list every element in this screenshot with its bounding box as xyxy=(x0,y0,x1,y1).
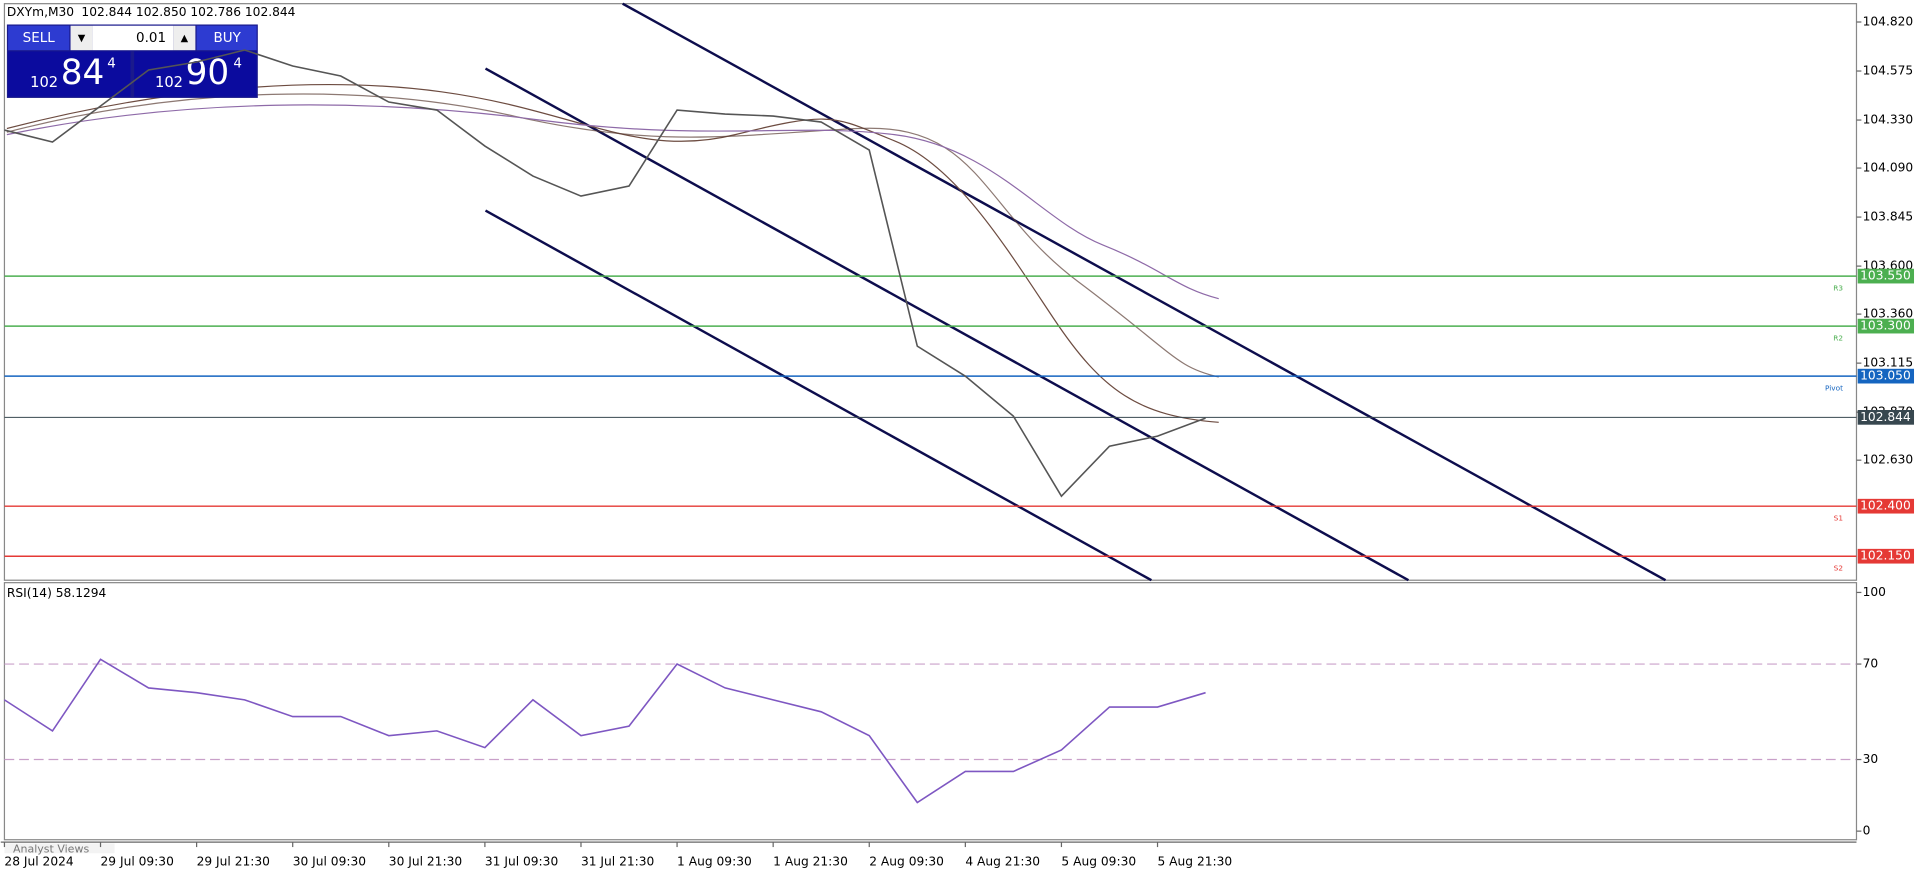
x-tick-label: 2 Aug 09:30 xyxy=(869,854,944,868)
y-tick-label: 103.360 xyxy=(1863,307,1914,321)
level-label: 103.300 xyxy=(1860,319,1911,333)
ohlc: 102.844 102.850 102.786 102.844 xyxy=(81,5,295,19)
channel xyxy=(484,2,1667,582)
y-tick-label: 104.090 xyxy=(1863,161,1914,175)
trade-panel: SELL ▼ 0.01 ▲ BUY 102 84 4 102 90 4 xyxy=(6,24,258,98)
x-tick-label: 30 Jul 09:30 xyxy=(293,854,366,868)
rsi-frame xyxy=(3,582,1858,841)
x-tick-label: 31 Jul 21:30 xyxy=(581,854,654,868)
rsi-line xyxy=(4,658,1206,804)
ma-fast xyxy=(6,83,1219,423)
bid-big: 102 xyxy=(30,74,58,91)
buy-label: BUY xyxy=(214,31,242,46)
level-name: S1 xyxy=(1834,513,1843,522)
moving-averages xyxy=(6,83,1219,423)
level-tag xyxy=(1857,548,1915,564)
analyst-tab[interactable]: Analyst Views xyxy=(13,843,89,856)
level-label: 103.550 xyxy=(1860,269,1911,283)
bid-main: 84 xyxy=(61,53,105,93)
y-tick-label: 102.630 xyxy=(1863,453,1914,467)
lot-up[interactable] xyxy=(173,25,196,51)
main-frame xyxy=(3,3,1858,581)
channel-line xyxy=(484,67,1410,582)
y-tick-label: 103.115 xyxy=(1863,356,1914,370)
level-tag xyxy=(1857,368,1915,384)
lot-value: 0.01 xyxy=(136,31,166,46)
arrow-icon: ▼ xyxy=(78,33,86,44)
bid-box[interactable] xyxy=(8,51,131,97)
ma-mid xyxy=(6,93,1219,378)
level-tag xyxy=(1857,268,1915,284)
rsi-tick-label: 30 xyxy=(1863,752,1879,766)
level-label: 102.844 xyxy=(1860,410,1911,424)
tab-bar xyxy=(4,843,115,854)
y-tick-label: 104.330 xyxy=(1863,113,1914,127)
bid-small: 4 xyxy=(107,57,116,72)
level-tag xyxy=(1857,318,1915,334)
x-tick-label: 30 Jul 21:30 xyxy=(389,854,462,868)
ask-small: 4 xyxy=(233,57,242,72)
rsi-tick-label: 100 xyxy=(1863,585,1886,599)
level-tag xyxy=(1857,410,1915,425)
rsi-title: RSI(14) 58.1294 xyxy=(7,586,107,600)
sell-button[interactable] xyxy=(8,25,70,51)
x-tick-label: 1 Aug 09:30 xyxy=(677,854,752,868)
x-tick-label: 29 Jul 21:30 xyxy=(197,854,270,868)
lot-down[interactable] xyxy=(70,25,93,51)
sell-label: SELL xyxy=(23,31,56,46)
level-name: Pivot xyxy=(1825,383,1843,392)
y-tick-label: 104.575 xyxy=(1863,64,1914,78)
ask-box[interactable] xyxy=(134,51,257,97)
x-tick-label: 4 Aug 21:30 xyxy=(965,854,1040,868)
y-tick-label: 103.845 xyxy=(1863,210,1914,224)
level-label: 102.150 xyxy=(1860,549,1911,563)
level-name: R2 xyxy=(1833,333,1843,342)
level-name: S2 xyxy=(1834,563,1843,572)
lot-input[interactable] xyxy=(92,25,174,51)
ask-big: 102 xyxy=(155,74,183,91)
rsi-tick-label: 70 xyxy=(1863,657,1879,671)
symbol-header: DXYm,M30 102.844 102.850 102.786 102.844 xyxy=(7,5,296,19)
symbol: DXYm,M30 xyxy=(7,5,74,19)
rsi-tick-label: 0 xyxy=(1863,824,1871,838)
buy-button[interactable] xyxy=(196,25,257,51)
arrow-icon: ▲ xyxy=(181,33,189,44)
level-name: R3 xyxy=(1833,283,1843,292)
x-tick-label: 5 Aug 21:30 xyxy=(1158,854,1233,868)
ma-slow xyxy=(6,104,1219,300)
level-label: 103.050 xyxy=(1860,369,1911,383)
x-tick-label: 5 Aug 09:30 xyxy=(1061,854,1136,868)
channel-line xyxy=(622,2,1667,582)
level-label: 102.400 xyxy=(1860,499,1911,513)
level-tag xyxy=(1857,498,1915,514)
x-tick-label: 29 Jul 09:30 xyxy=(101,854,174,868)
x-tick-label: 31 Jul 09:30 xyxy=(485,854,558,868)
channel-line xyxy=(484,209,1153,582)
x-tick-label: 1 Aug 21:30 xyxy=(773,854,848,868)
price-line xyxy=(4,49,1206,498)
y-tick-label: 104.820 xyxy=(1863,15,1914,29)
x-tick-label: 28 Jul 2024 xyxy=(4,854,73,868)
